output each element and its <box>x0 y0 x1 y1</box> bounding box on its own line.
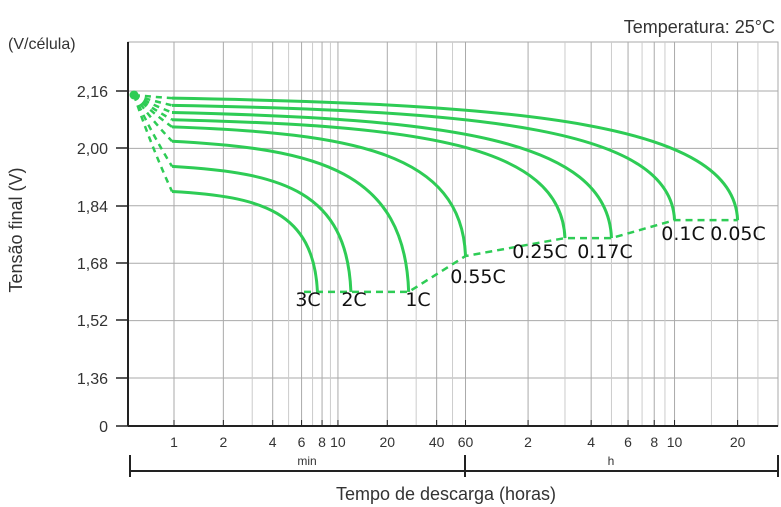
series-label: 0.17C <box>577 241 633 263</box>
series-line <box>171 96 740 221</box>
series-initial-drop <box>132 94 174 167</box>
series-line <box>171 103 677 221</box>
series-label: 2C <box>341 289 366 311</box>
y-axis-label: Tensão final (V) <box>6 167 26 292</box>
series-label: 0.05C <box>710 223 766 245</box>
x-tick-label: 40 <box>429 434 445 450</box>
y-tick-label: 1,84 <box>77 199 108 216</box>
x-tick-label: 4 <box>269 434 277 450</box>
x-tick-label: 4 <box>587 434 595 450</box>
x-tick-label: 2 <box>524 434 532 450</box>
x-tick-label: 20 <box>380 434 396 450</box>
series-line <box>171 125 468 257</box>
series-line <box>171 118 567 239</box>
y-tick-label: 1,68 <box>77 256 108 273</box>
end-voltage-connector <box>304 218 738 294</box>
x-tick-label: 8 <box>318 434 326 450</box>
x-tick-label: 20 <box>730 434 746 450</box>
y-tick-label: 0 <box>99 419 108 436</box>
x-tick-label: 10 <box>667 434 683 450</box>
series-line <box>171 111 613 239</box>
x-tick-label: 8 <box>650 434 658 450</box>
series-initial-drop <box>132 94 174 192</box>
x-tick-label: 6 <box>624 434 632 450</box>
series-label: 1C <box>405 289 430 311</box>
labels: 3C 2C 1C 0.55C 0.25C 0.17C 0.1C 0.05C <box>295 223 765 311</box>
series-initial-drop <box>133 93 173 100</box>
x-tick-label: 2 <box>219 434 227 450</box>
x-tick-label: 60 <box>458 434 474 450</box>
series-line <box>171 164 353 292</box>
y-tick-label: 1,52 <box>77 313 108 330</box>
y-tick-label: 1,36 <box>77 371 108 388</box>
series-line <box>171 139 411 292</box>
temperature-annotation: Temperatura: 25°C <box>624 17 775 37</box>
series-initial-drop <box>133 93 173 107</box>
series-label: 0.1C <box>661 223 704 245</box>
series-label: 0.55C <box>450 266 506 288</box>
series-initial-drop <box>132 94 173 143</box>
x-group-label-min: min <box>297 454 316 468</box>
series-label: 0.25C <box>512 241 568 263</box>
y-tick-label: 2,16 <box>77 84 108 101</box>
x-group-label-h: h <box>608 454 615 468</box>
x-tick-label: 1 <box>170 434 178 450</box>
x-axis-label: Tempo de descarga (horas) <box>336 484 556 504</box>
series-line <box>171 189 319 292</box>
y-tick-label: 2,00 <box>77 141 108 158</box>
y-unit-label: (V/célula) <box>8 36 76 53</box>
curves <box>129 90 740 294</box>
series-label: 3C <box>295 289 320 311</box>
x-tick-label: 6 <box>298 434 306 450</box>
x-tick-label: 10 <box>330 434 346 450</box>
